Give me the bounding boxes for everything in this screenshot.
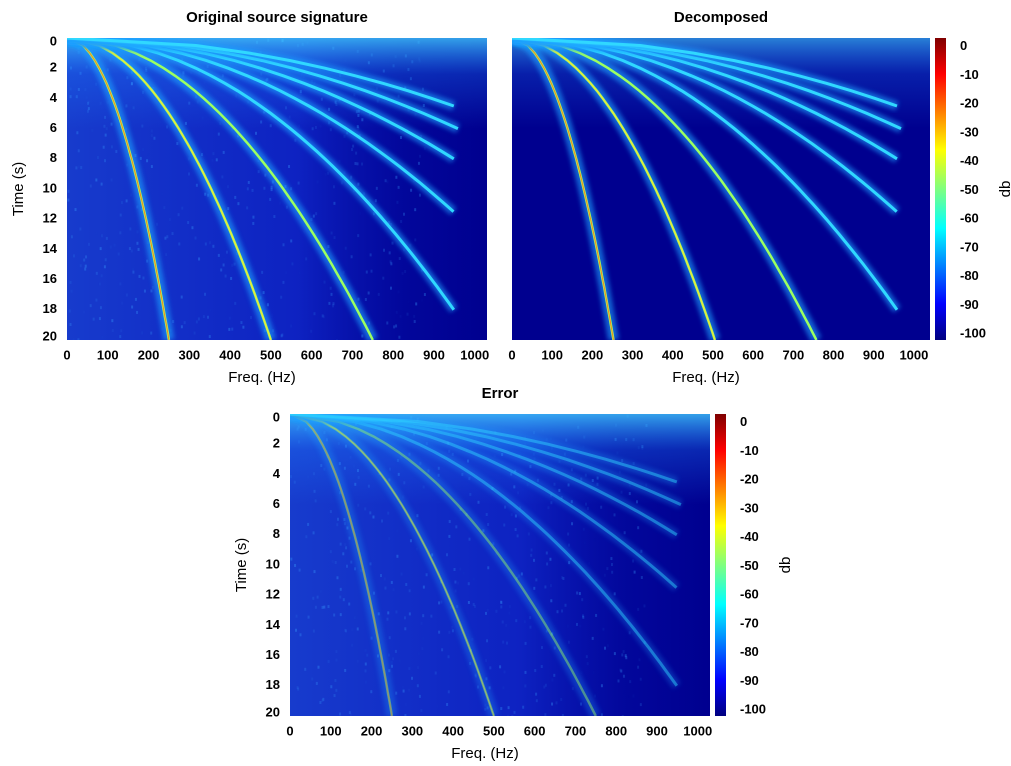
colorbar-tick-label: -90 [960, 297, 979, 312]
colorbar-label: db [777, 557, 794, 574]
colorbar-tick-label: -70 [960, 239, 979, 254]
colorbar-tick-label: -50 [740, 558, 759, 573]
x-tick-label: 0 [63, 347, 70, 362]
y-axis-label: Time (s) [233, 538, 250, 592]
y-tick-label: 8 [50, 150, 57, 165]
y-tick-label: 0 [50, 33, 57, 48]
y-tick-label: 10 [266, 556, 280, 571]
x-tick-label: 400 [662, 347, 684, 362]
y-tick-label: 8 [273, 526, 280, 541]
colorbar-tick-label: -60 [960, 211, 979, 226]
y-tick-label: 4 [273, 466, 281, 481]
colorbar-tick-label: -40 [740, 529, 759, 544]
x-tick-label: 500 [702, 347, 724, 362]
spectrogram [67, 38, 487, 342]
x-tick-label: 800 [605, 723, 627, 738]
y-tick-label: 20 [43, 328, 57, 343]
colorbar [935, 38, 946, 340]
y-tick-label: 2 [50, 60, 57, 75]
x-tick-label: 0 [286, 723, 293, 738]
x-tick-label: 600 [301, 347, 323, 362]
x-tick-label: 700 [342, 347, 364, 362]
x-tick-label: 700 [565, 723, 587, 738]
colorbar-tick-label: -20 [740, 472, 759, 487]
y-tick-label: 12 [266, 587, 280, 602]
colorbar-tick-label: -50 [960, 182, 979, 197]
y-tick-label: 6 [273, 496, 280, 511]
x-axis-label: Freq. (Hz) [451, 745, 519, 762]
y-tick-label: 12 [43, 211, 57, 226]
y-tick-label: 20 [266, 704, 280, 719]
y-tick-label: 6 [50, 120, 57, 135]
x-tick-label: 200 [138, 347, 160, 362]
colorbar-tick-label: -70 [740, 615, 759, 630]
colorbar-tick-label: -60 [740, 587, 759, 602]
colorbar-tick-label: -80 [740, 644, 759, 659]
chart-title: Original source signature [186, 9, 368, 26]
colorbar-tick-label: -100 [960, 326, 986, 341]
y-axis-label: Time (s) [10, 162, 27, 216]
x-axis-label: Freq. (Hz) [672, 369, 740, 386]
colorbar-tick-label: -80 [960, 268, 979, 283]
x-tick-label: 900 [423, 347, 445, 362]
x-tick-label: 300 [401, 723, 423, 738]
colorbar-tick-label: -100 [740, 702, 766, 717]
x-tick-label: 100 [320, 723, 342, 738]
y-tick-label: 0 [273, 409, 280, 424]
x-axis-label: Freq. (Hz) [228, 369, 296, 386]
x-tick-label: 300 [622, 347, 644, 362]
x-tick-label: 900 [863, 347, 885, 362]
x-tick-label: 1000 [683, 723, 712, 738]
y-tick-label: 16 [43, 271, 57, 286]
x-tick-label: 400 [442, 723, 464, 738]
colorbar-tick-label: -30 [740, 500, 759, 515]
x-tick-label: 700 [782, 347, 804, 362]
colorbar-tick-label: -10 [960, 67, 979, 82]
x-tick-label: 1000 [899, 347, 928, 362]
colorbar-tick-label: -40 [960, 153, 979, 168]
colorbar-tick-label: 0 [740, 414, 747, 429]
colorbar-tick-label: -30 [960, 124, 979, 139]
chart-title: Error [482, 385, 519, 402]
colorbar-tick-label: 0 [960, 38, 967, 53]
y-tick-label: 18 [266, 677, 280, 692]
spectrogram [512, 38, 930, 340]
colorbar-tick-label: -10 [740, 443, 759, 458]
x-tick-label: 1000 [460, 347, 489, 362]
colorbar-tick-label: -90 [740, 673, 759, 688]
chart-title: Decomposed [674, 9, 768, 26]
x-tick-label: 900 [646, 723, 668, 738]
x-tick-label: 600 [524, 723, 546, 738]
y-tick-label: 14 [43, 241, 58, 256]
x-tick-label: 300 [178, 347, 200, 362]
y-tick-label: 18 [43, 301, 57, 316]
x-tick-label: 600 [742, 347, 764, 362]
x-tick-label: 100 [541, 347, 563, 362]
x-tick-label: 200 [582, 347, 604, 362]
x-tick-label: 200 [361, 723, 383, 738]
x-tick-label: 800 [823, 347, 845, 362]
y-tick-label: 2 [273, 436, 280, 451]
colorbar-label: db [997, 181, 1011, 198]
colorbar [715, 414, 726, 716]
y-tick-label: 10 [43, 180, 57, 195]
x-tick-label: 400 [219, 347, 241, 362]
x-tick-label: 0 [508, 347, 515, 362]
y-tick-label: 16 [266, 647, 280, 662]
y-tick-label: 4 [50, 90, 58, 105]
spectrogram [290, 414, 710, 719]
x-tick-label: 800 [382, 347, 404, 362]
x-tick-label: 100 [97, 347, 119, 362]
x-tick-label: 500 [260, 347, 282, 362]
x-tick-label: 500 [483, 723, 505, 738]
colorbar-tick-label: -20 [960, 96, 979, 111]
y-tick-label: 14 [266, 617, 281, 632]
